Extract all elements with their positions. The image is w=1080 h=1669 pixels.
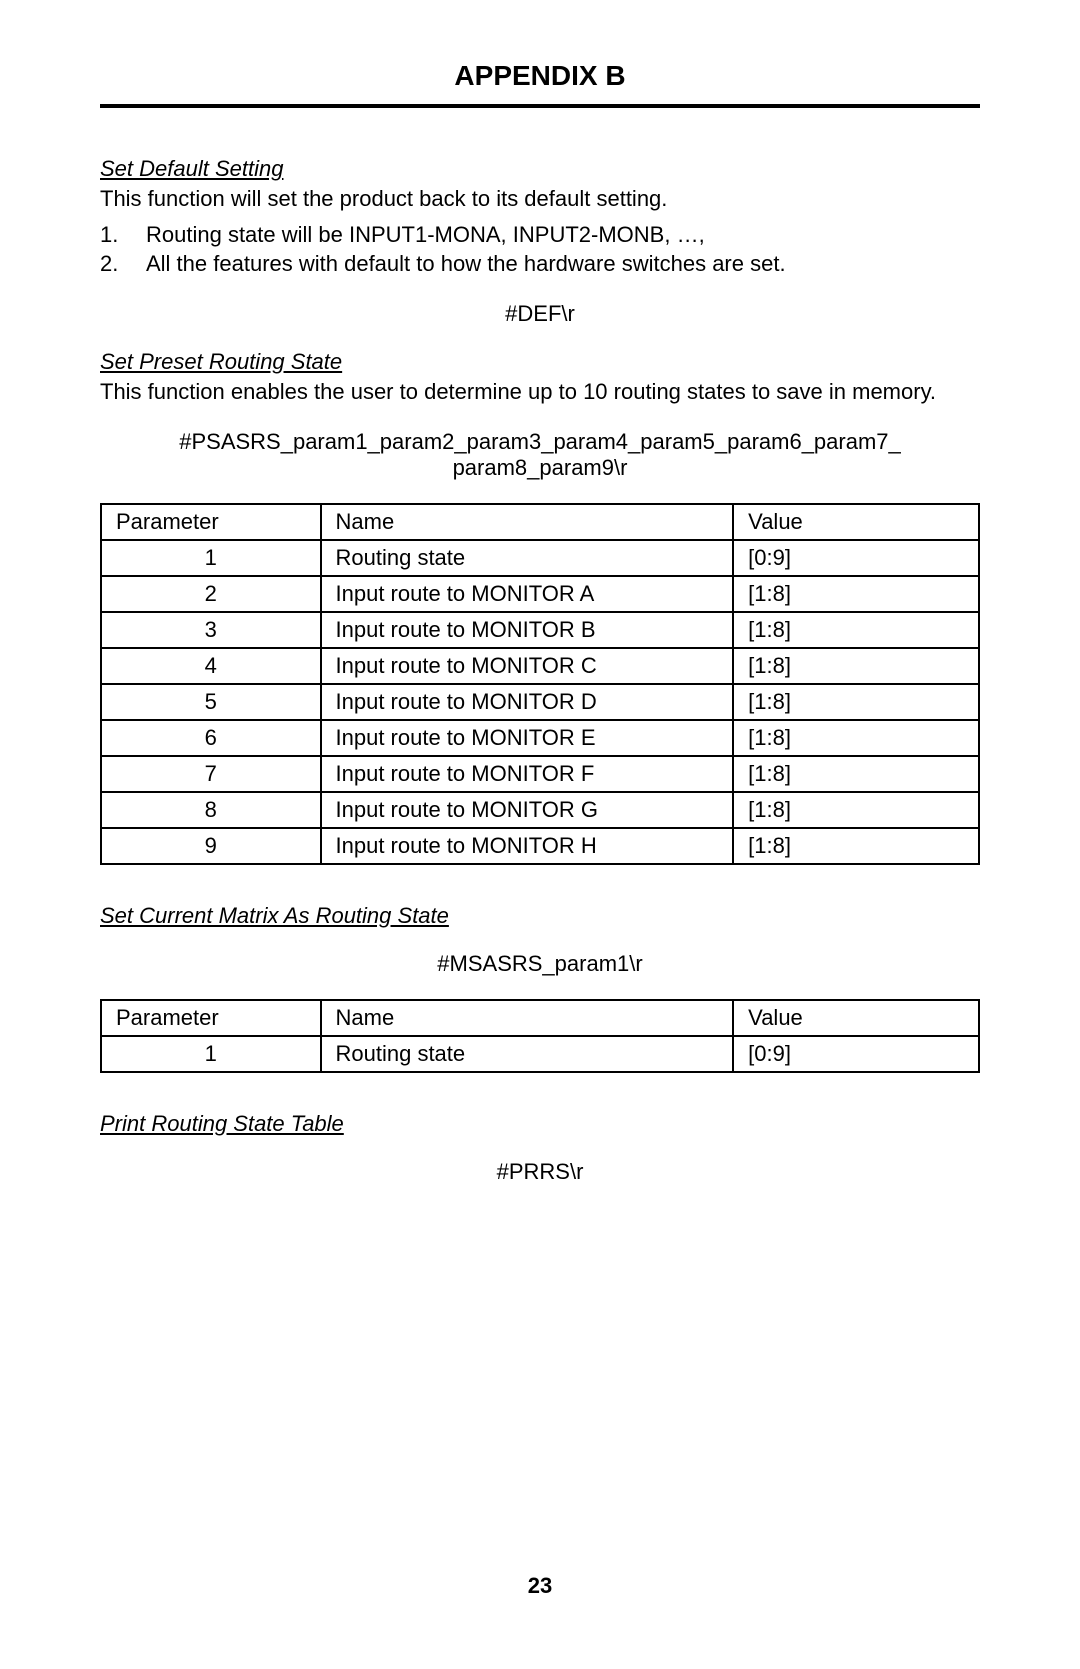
table-cell: Input route to MONITOR G: [321, 792, 734, 828]
table-row: 3Input route to MONITOR B[1:8]: [101, 612, 979, 648]
heading-set-default: Set Default Setting: [100, 156, 980, 182]
table-cell: [1:8]: [733, 576, 979, 612]
heading-set-preset: Set Preset Routing State: [100, 349, 980, 375]
table-row: 5Input route to MONITOR D[1:8]: [101, 684, 979, 720]
table-cell: [0:9]: [733, 540, 979, 576]
table-cell: Input route to MONITOR C: [321, 648, 734, 684]
table-set-current: Parameter Name Value 1Routing state[0:9]: [100, 999, 980, 1073]
command-msasrs: #MSASRS_param1\r: [100, 951, 980, 977]
col-header-name: Name: [321, 1000, 734, 1036]
desc-set-default: This function will set the product back …: [100, 184, 980, 214]
col-header-parameter: Parameter: [101, 504, 321, 540]
table-set-preset: Parameter Name Value 1Routing state[0:9]…: [100, 503, 980, 865]
table-cell: 8: [101, 792, 321, 828]
table-cell: Input route to MONITOR A: [321, 576, 734, 612]
col-header-value: Value: [733, 504, 979, 540]
list-text: All the features with default to how the…: [146, 249, 786, 279]
heading-set-current: Set Current Matrix As Routing State: [100, 903, 980, 929]
table-cell: 2: [101, 576, 321, 612]
table-row: 9Input route to MONITOR H[1:8]: [101, 828, 979, 864]
col-header-name: Name: [321, 504, 734, 540]
table-row: 6Input route to MONITOR E[1:8]: [101, 720, 979, 756]
table-cell: [1:8]: [733, 648, 979, 684]
list-item: 2. All the features with default to how …: [100, 249, 980, 279]
table-header-row: Parameter Name Value: [101, 1000, 979, 1036]
table-row: 8Input route to MONITOR G[1:8]: [101, 792, 979, 828]
table-cell: Input route to MONITOR H: [321, 828, 734, 864]
table-header-row: Parameter Name Value: [101, 504, 979, 540]
col-header-parameter: Parameter: [101, 1000, 321, 1036]
table-cell: Input route to MONITOR D: [321, 684, 734, 720]
table-cell: Routing state: [321, 540, 734, 576]
table-cell: 9: [101, 828, 321, 864]
table-cell: 5: [101, 684, 321, 720]
heading-print-table: Print Routing State Table: [100, 1111, 980, 1137]
table-row: 1Routing state[0:9]: [101, 1036, 979, 1072]
appendix-title: APPENDIX B: [100, 60, 980, 108]
table-cell: [1:8]: [733, 612, 979, 648]
table-cell: [1:8]: [733, 792, 979, 828]
list-item: 1. Routing state will be INPUT1-MONA, IN…: [100, 220, 980, 250]
table-cell: [0:9]: [733, 1036, 979, 1072]
table-cell: [1:8]: [733, 756, 979, 792]
table-cell: Input route to MONITOR B: [321, 612, 734, 648]
list-number: 2.: [100, 249, 146, 279]
list-number: 1.: [100, 220, 146, 250]
table-row: 7Input route to MONITOR F[1:8]: [101, 756, 979, 792]
command-psasrs-line1: #PSASRS_param1_param2_param3_param4_para…: [100, 429, 980, 455]
table-cell: Routing state: [321, 1036, 734, 1072]
table-cell: 4: [101, 648, 321, 684]
list-set-default: 1. Routing state will be INPUT1-MONA, IN…: [100, 220, 980, 279]
table-cell: 1: [101, 540, 321, 576]
command-psasrs-line2: param8_param9\r: [100, 455, 980, 481]
command-def: #DEF\r: [100, 301, 980, 327]
table-cell: Input route to MONITOR F: [321, 756, 734, 792]
table-row: 2Input route to MONITOR A[1:8]: [101, 576, 979, 612]
table-cell: Input route to MONITOR E: [321, 720, 734, 756]
table-cell: 6: [101, 720, 321, 756]
desc-set-preset: This function enables the user to determ…: [100, 377, 980, 407]
command-prrs: #PRRS\r: [100, 1159, 980, 1185]
table-cell: 7: [101, 756, 321, 792]
list-text: Routing state will be INPUT1-MONA, INPUT…: [146, 220, 705, 250]
col-header-value: Value: [733, 1000, 979, 1036]
table-cell: [1:8]: [733, 684, 979, 720]
table-cell: 1: [101, 1036, 321, 1072]
table-cell: [1:8]: [733, 720, 979, 756]
table-row: 4Input route to MONITOR C[1:8]: [101, 648, 979, 684]
table-cell: 3: [101, 612, 321, 648]
table-cell: [1:8]: [733, 828, 979, 864]
table-row: 1Routing state[0:9]: [101, 540, 979, 576]
page-number: 23: [0, 1573, 1080, 1599]
